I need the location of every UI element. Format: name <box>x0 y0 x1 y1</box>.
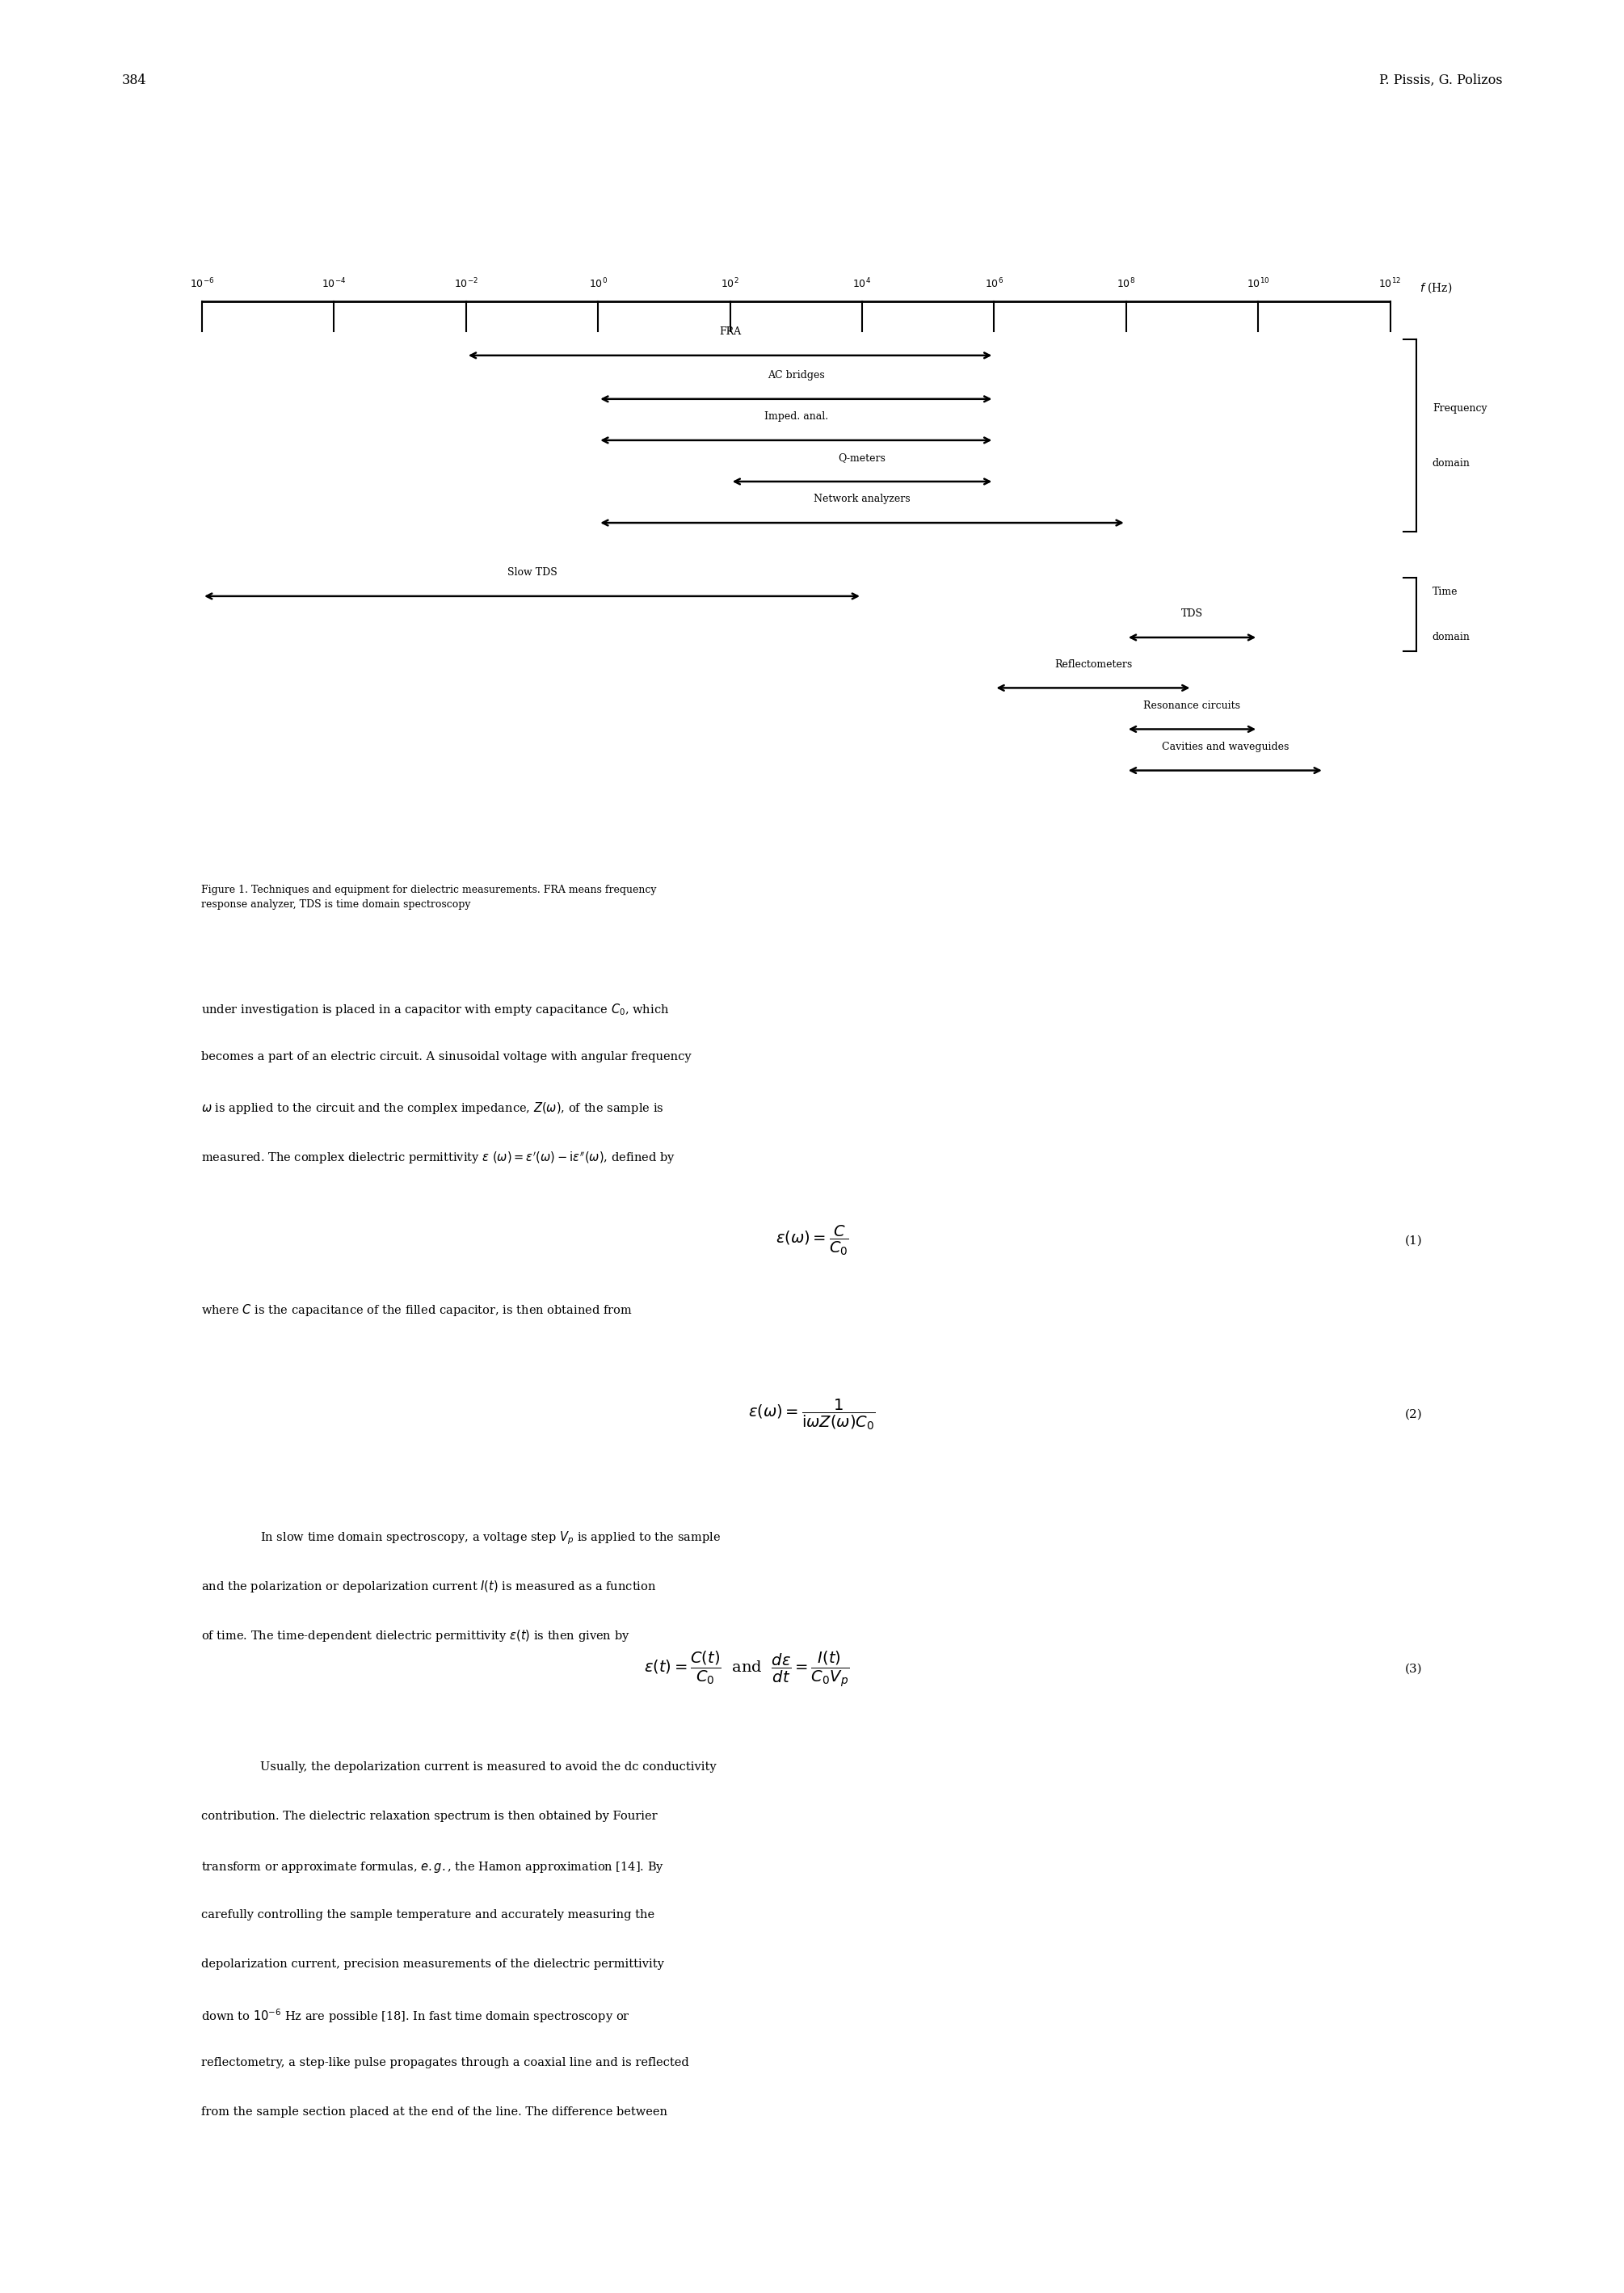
Text: (2): (2) <box>1405 1410 1423 1419</box>
Text: Frequency: Frequency <box>1432 404 1488 413</box>
Text: $10^{6}$: $10^{6}$ <box>984 277 1004 289</box>
Text: $10^{-4}$: $10^{-4}$ <box>322 277 346 289</box>
Text: Figure 1. Techniques and equipment for dielectric measurements. FRA means freque: Figure 1. Techniques and equipment for d… <box>201 885 656 910</box>
Text: Network analyzers: Network analyzers <box>814 493 911 504</box>
Text: AC bridges: AC bridges <box>768 369 825 381</box>
Text: depolarization current, precision measurements of the dielectric permittivity: depolarization current, precision measur… <box>201 1958 664 1970</box>
Text: domain: domain <box>1432 459 1470 468</box>
Text: (1): (1) <box>1405 1236 1423 1245</box>
Text: from the sample section placed at the end of the line. The difference between: from the sample section placed at the en… <box>201 2105 667 2116</box>
Text: $10^{12}$: $10^{12}$ <box>1379 277 1402 289</box>
Text: Reflectometers: Reflectometers <box>1054 658 1132 670</box>
Text: $10^{-2}$: $10^{-2}$ <box>455 277 477 289</box>
Text: $10^{4}$: $10^{4}$ <box>853 277 872 289</box>
Text: FRA: FRA <box>719 326 741 337</box>
Text: carefully controlling the sample temperature and accurately measuring the: carefully controlling the sample tempera… <box>201 1908 654 1919</box>
Text: Usually, the depolarization current is measured to avoid the dc conductivity: Usually, the depolarization current is m… <box>260 1761 716 1772</box>
Text: $\omega$ is applied to the circuit and the complex impedance, $Z(\omega)$, of th: $\omega$ is applied to the circuit and t… <box>201 1101 664 1117</box>
Text: Cavities and waveguides: Cavities and waveguides <box>1161 741 1289 752</box>
Text: down to $10^{-6}$ Hz are possible [18]. In fast time domain spectroscopy or: down to $10^{-6}$ Hz are possible [18]. … <box>201 2009 630 2025</box>
Text: measured. The complex dielectric permittivity $\varepsilon$ $(\omega) = \varepsi: measured. The complex dielectric permitt… <box>201 1151 676 1165</box>
Text: In slow time domain spectroscopy, a voltage step $V_p$ is applied to the sample: In slow time domain spectroscopy, a volt… <box>260 1529 721 1545</box>
Text: Slow TDS: Slow TDS <box>507 566 557 578</box>
Text: $\varepsilon(\omega) = \dfrac{1}{\mathrm{i}\omega Z(\omega)C_0}$: $\varepsilon(\omega) = \dfrac{1}{\mathrm… <box>749 1399 875 1431</box>
Text: domain: domain <box>1432 633 1470 642</box>
Text: $f$ (Hz): $f$ (Hz) <box>1419 280 1452 294</box>
Text: of time. The time-dependent dielectric permittivity $\varepsilon(t)$ is then giv: of time. The time-dependent dielectric p… <box>201 1628 630 1644</box>
Text: 384: 384 <box>122 73 146 87</box>
Text: contribution. The dielectric relaxation spectrum is then obtained by Fourier: contribution. The dielectric relaxation … <box>201 1811 658 1821</box>
Text: $10^{8}$: $10^{8}$ <box>1117 277 1135 289</box>
Text: Time: Time <box>1432 587 1458 596</box>
Text: $10^{-6}$: $10^{-6}$ <box>190 277 214 289</box>
Text: $\varepsilon(\omega) = \dfrac{C}{C_0}$: $\varepsilon(\omega) = \dfrac{C}{C_0}$ <box>775 1224 849 1257</box>
Text: $10^{10}$: $10^{10}$ <box>1247 277 1270 289</box>
Text: $\varepsilon(t) = \dfrac{C(t)}{C_0}$  and  $\dfrac{d\varepsilon}{dt} = \dfrac{I(: $\varepsilon(t) = \dfrac{C(t)}{C_0}$ and… <box>645 1649 849 1690</box>
Text: Imped. anal.: Imped. anal. <box>765 410 828 422</box>
Text: and the polarization or depolarization current $I(t)$ is measured as a function: and the polarization or depolarization c… <box>201 1578 656 1594</box>
Text: reflectometry, a step-like pulse propagates through a coaxial line and is reflec: reflectometry, a step-like pulse propaga… <box>201 2057 689 2068</box>
Text: $10^{0}$: $10^{0}$ <box>590 277 607 289</box>
Text: $10^{2}$: $10^{2}$ <box>721 277 739 289</box>
Text: P. Pissis, G. Polizos: P. Pissis, G. Polizos <box>1379 73 1502 87</box>
Text: Q-meters: Q-meters <box>838 452 885 463</box>
Text: (3): (3) <box>1405 1665 1423 1674</box>
Text: transform or approximate formulas, $e.g.$, the Hamon approximation [14]. By: transform or approximate formulas, $e.g.… <box>201 1860 664 1873</box>
Text: TDS: TDS <box>1181 608 1203 619</box>
Text: under investigation is placed in a capacitor with empty capacitance $C_0$, which: under investigation is placed in a capac… <box>201 1002 669 1018</box>
Text: becomes a part of an electric circuit. A sinusoidal voltage with angular frequen: becomes a part of an electric circuit. A… <box>201 1050 692 1062</box>
Text: Resonance circuits: Resonance circuits <box>1143 699 1241 711</box>
Text: where $C$ is the capacitance of the filled capacitor, is then obtained from: where $C$ is the capacitance of the fill… <box>201 1302 633 1318</box>
